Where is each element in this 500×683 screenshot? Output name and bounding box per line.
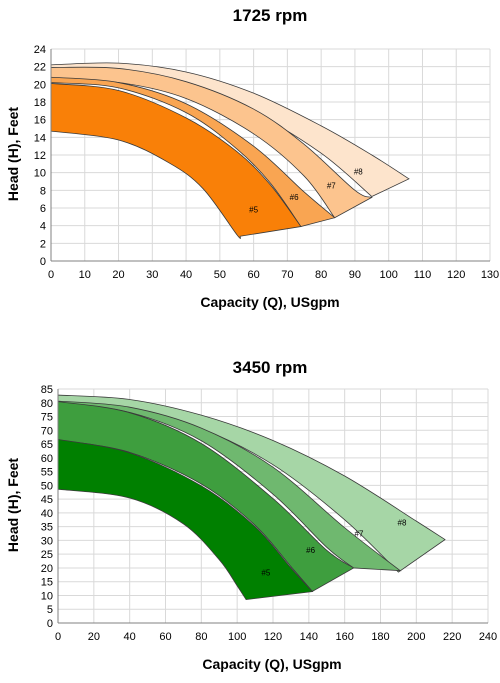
y-tick-label: 35 <box>41 522 53 534</box>
y-tick-label: 80 <box>41 398 53 410</box>
chart-title: 3450 rpm <box>233 358 308 377</box>
x-tick-label: 140 <box>300 631 318 643</box>
y-tick-label: 40 <box>41 508 53 520</box>
y-tick-label: 70 <box>41 425 53 437</box>
x-tick-label: 60 <box>159 631 171 643</box>
y-tick-label: 8 <box>40 185 46 197</box>
zone-labels: #8 #7 #6 #5 <box>249 167 363 214</box>
y-tick-label: 10 <box>34 168 46 180</box>
y-tick-label: 14 <box>34 132 46 144</box>
y-tick-label: 6 <box>40 203 46 215</box>
y-tick-label: 24 <box>34 44 46 56</box>
zone-label-7: #7 <box>327 182 336 191</box>
y-tick-label: 85 <box>41 384 53 396</box>
y-tick-label: 60 <box>41 453 53 465</box>
x-tick-label: 80 <box>195 631 207 643</box>
y-tick-label: 55 <box>41 467 53 479</box>
y-tick-label: 12 <box>34 150 46 162</box>
impeller-zone-6 <box>57 401 355 592</box>
impeller-zone-7 <box>50 66 373 219</box>
y-tick-label: 45 <box>41 494 53 506</box>
y-tick-label: 20 <box>41 563 53 575</box>
impeller-zones <box>57 394 446 601</box>
zone-label-8: #8 <box>398 518 407 527</box>
y-tick-label: 5 <box>47 604 53 616</box>
x-tick-label: 20 <box>88 631 100 643</box>
zone-label-5: #5 <box>249 205 258 214</box>
y-tick-label: 25 <box>41 549 53 561</box>
x-axis-title: Capacity (Q), USgpm <box>200 294 339 310</box>
impeller-zone-5 <box>57 438 314 601</box>
y-axis-title: Head (H), Feet <box>5 107 21 201</box>
x-tick-label: 10 <box>79 269 91 281</box>
zone-label-6: #6 <box>306 546 315 555</box>
x-tick-label: 120 <box>264 631 282 643</box>
impeller-zone-5 <box>50 83 302 239</box>
x-tick-label: 40 <box>180 269 192 281</box>
y-tick-label: 22 <box>34 62 46 74</box>
zone-label-7: #7 <box>355 529 364 538</box>
x-axis-title: Capacity (Q), USgpm <box>202 656 341 672</box>
y-tick-label: 0 <box>40 256 46 268</box>
y-tick-label: 16 <box>34 115 46 127</box>
impeller-zone-6 <box>50 76 336 228</box>
y-tick-label: 4 <box>40 221 46 233</box>
y-axis-title: Head (H), Feet <box>5 458 21 552</box>
x-tick-label: 0 <box>48 269 54 281</box>
y-tick-label: 30 <box>41 535 53 547</box>
x-tick-label: 60 <box>247 269 259 281</box>
x-tick-label: 160 <box>335 631 353 643</box>
x-tick-label: 110 <box>414 269 432 281</box>
x-tick-label: 70 <box>281 269 293 281</box>
x-tick-label: 130 <box>481 269 499 281</box>
zone-labels: #8 #7 #6 #5 <box>261 518 407 577</box>
x-tick-label: 40 <box>124 631 136 643</box>
y-tick-label: 10 <box>41 590 53 602</box>
x-tick-label: 100 <box>380 269 398 281</box>
chart-3450-rpm: 3450 rpm 0 20 40 60 80 100 120 140 160 180 200 220 2… <box>5 358 497 672</box>
x-tick-label: 80 <box>315 269 327 281</box>
y-tick-label: 65 <box>41 439 53 451</box>
y-tick-label: 15 <box>41 577 53 589</box>
chart-1725-rpm: 1725 rpm 0 10 20 30 40 50 60 70 80 90 100 110 120 130… <box>5 6 499 310</box>
x-tick-label: 240 <box>479 631 497 643</box>
x-tick-label: 20 <box>112 269 124 281</box>
zone-label-5: #5 <box>261 569 270 578</box>
x-tick-label: 90 <box>349 269 361 281</box>
y-tick-label: 2 <box>40 238 46 250</box>
x-tick-label: 120 <box>447 269 465 281</box>
x-tick-label: 220 <box>443 631 461 643</box>
y-tick-label: 0 <box>47 618 53 630</box>
zone-label-8: #8 <box>354 167 363 176</box>
x-tick-label: 180 <box>371 631 389 643</box>
y-tick-label: 75 <box>41 412 53 424</box>
y-tick-label: 50 <box>41 480 53 492</box>
impeller-zones <box>50 62 410 239</box>
y-tick-label: 18 <box>34 97 46 109</box>
zone-label-6: #6 <box>290 193 299 202</box>
x-tick-label: 50 <box>214 269 226 281</box>
axes: 0 10 20 30 40 50 60 70 80 90 100 110 120 130024681012… <box>34 44 499 281</box>
chart-title: 1725 rpm <box>233 6 308 25</box>
x-tick-label: 100 <box>228 631 246 643</box>
x-tick-label: 0 <box>55 631 61 643</box>
impeller-zone-7 <box>57 400 402 572</box>
y-tick-label: 20 <box>34 79 46 91</box>
x-tick-label: 30 <box>146 269 158 281</box>
x-tick-label: 200 <box>407 631 425 643</box>
